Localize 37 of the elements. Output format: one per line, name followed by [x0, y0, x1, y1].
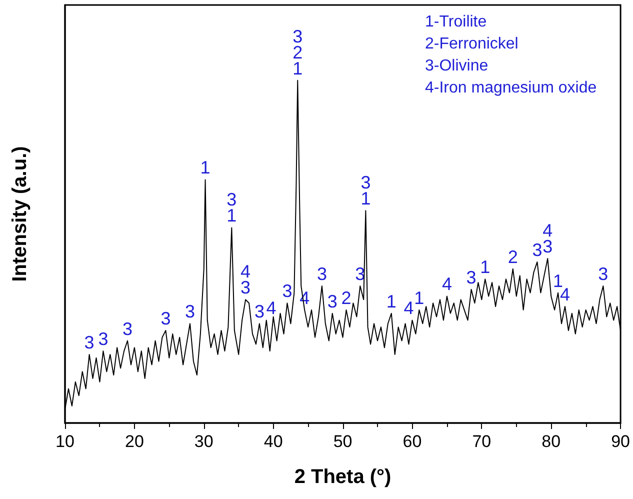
x-tick-label: 20 [124, 432, 144, 451]
annotation: 4-Iron magnesium oxide [425, 80, 597, 96]
annotation: 3 [184, 302, 196, 322]
x-tick-label: 80 [542, 432, 561, 451]
x-tick-label: 70 [472, 432, 492, 451]
annotation: 3 [532, 240, 542, 260]
x-tick-label: 90 [611, 432, 630, 451]
annotation: 3 [355, 264, 366, 284]
x-tick-label: 60 [402, 432, 422, 451]
annotation: 1 [414, 288, 424, 308]
annotation: 2 [508, 246, 518, 267]
x-tick-label: 30 [194, 432, 214, 451]
x-axis-title: 2 Theta (°) [294, 466, 392, 488]
text: 3-Olivine [425, 58, 488, 74]
annotation: 1 [200, 158, 210, 178]
annotation: 1 [386, 291, 396, 312]
annotation: 1 [480, 257, 490, 278]
x-tick-label: 10 [56, 432, 74, 451]
annotation: 3 [98, 329, 108, 350]
x-tick-label: 40 [264, 432, 283, 451]
annotation: 3 [466, 267, 476, 288]
annotation: 4 [404, 298, 414, 318]
annotation: 4 [442, 274, 452, 294]
annotation: 3 [327, 291, 338, 312]
annotation: 3 [316, 264, 327, 284]
annotation: 3 [122, 318, 133, 339]
annotation: 3 [84, 332, 94, 352]
annotation: 3 [282, 281, 292, 302]
annotation: 2 [341, 288, 352, 308]
annotation: 3 [160, 308, 171, 328]
x-tick-label: 50 [333, 432, 352, 451]
annotation: 3 [254, 302, 264, 322]
annotation: 4 [266, 298, 276, 318]
annotation: 3 [598, 264, 608, 284]
text: 1-Troilite [425, 14, 487, 30]
y-axis-title: Intensity (a.u.) [9, 146, 31, 282]
text: 2-Ferronickel [425, 36, 518, 52]
